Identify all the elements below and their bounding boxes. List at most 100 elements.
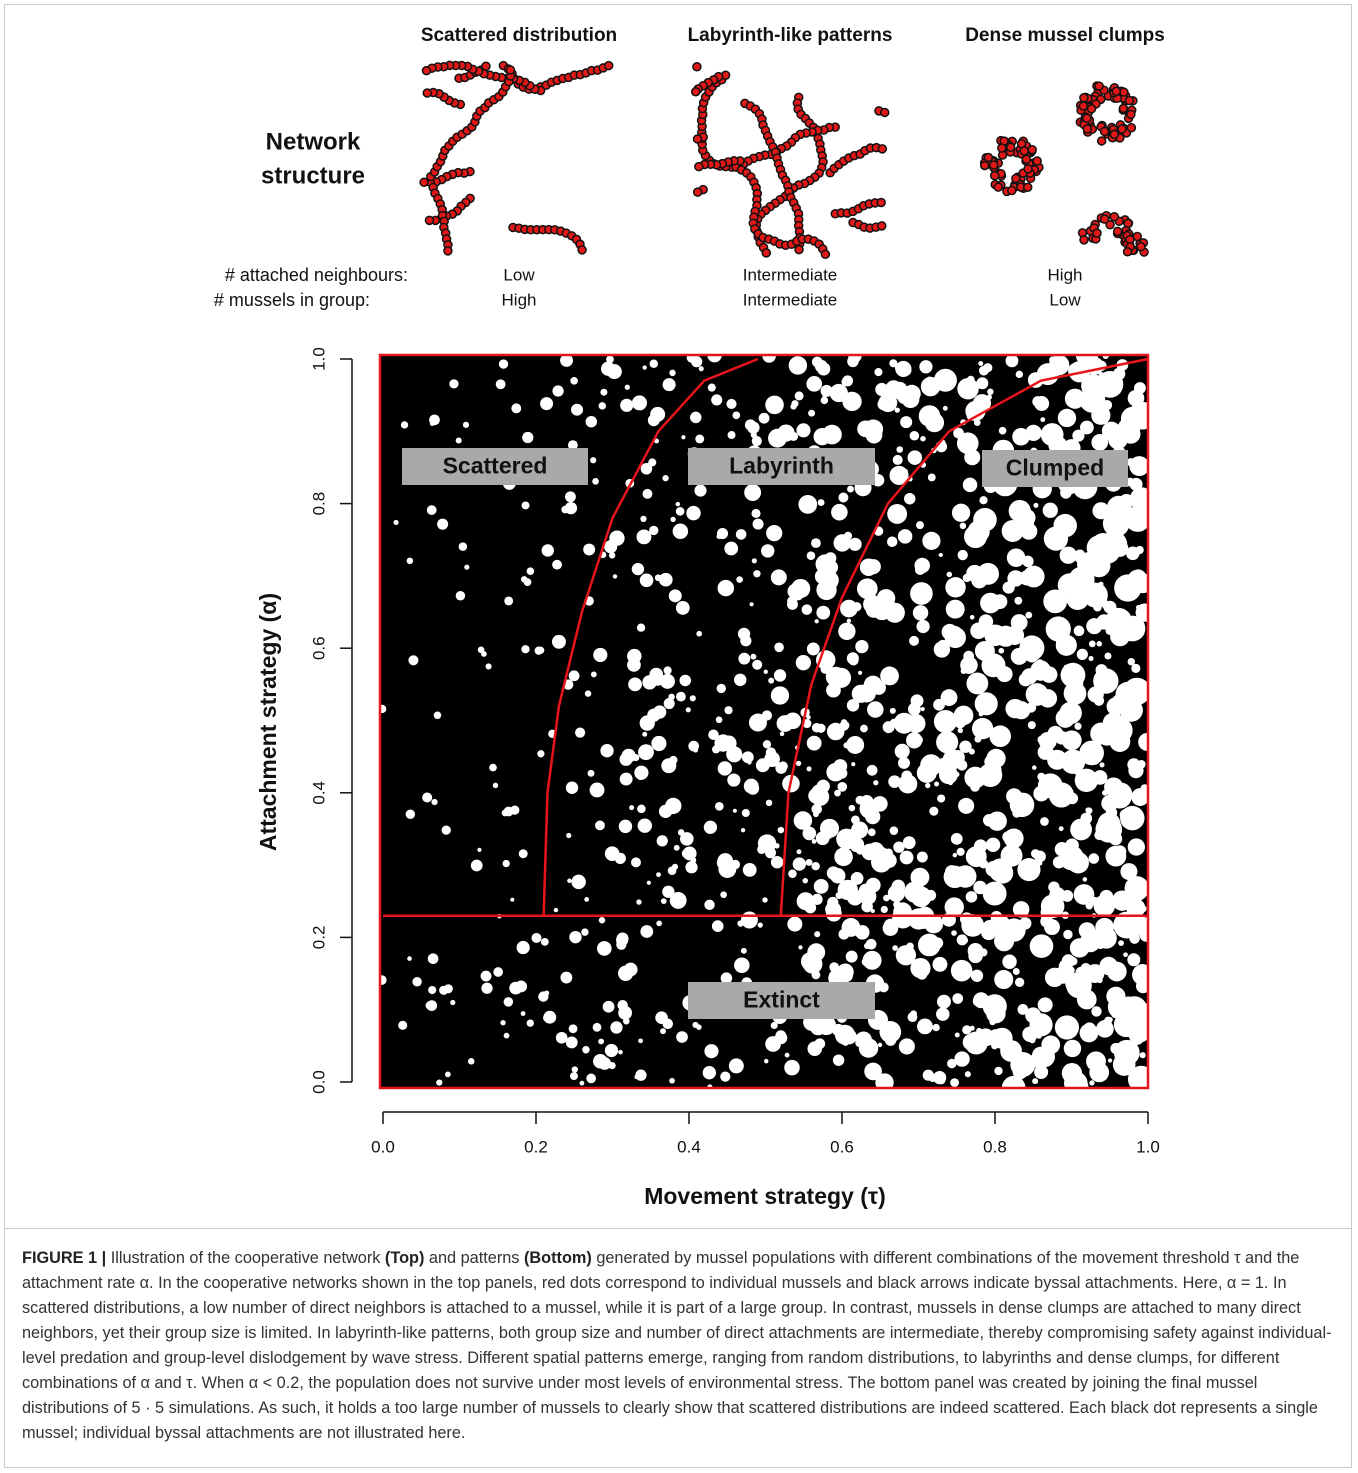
gap: [1076, 989, 1097, 1010]
gap: [962, 477, 978, 493]
gap: [1113, 911, 1141, 939]
mussel: [1119, 87, 1129, 97]
gap: [817, 362, 831, 376]
x-tick-label: 0.2: [524, 1137, 548, 1156]
gap: [892, 454, 903, 465]
gap: [1027, 372, 1044, 388]
gap: [947, 1058, 957, 1069]
gap: [640, 463, 653, 475]
gap: [786, 598, 798, 610]
gap: [920, 754, 942, 777]
panel-value: Low: [503, 265, 535, 284]
gap: [816, 1015, 837, 1036]
y-axis-label: Attachment strategy (α): [255, 593, 281, 851]
x-tick-label: 1.0: [1136, 1137, 1160, 1156]
gap: [904, 493, 916, 505]
figure-frame: [4, 4, 1352, 1468]
gap: [772, 530, 782, 539]
gap: [1002, 581, 1015, 594]
gap: [521, 645, 530, 654]
gap: [686, 355, 697, 363]
gap: [748, 713, 767, 732]
gap: [1042, 502, 1058, 518]
gap: [788, 869, 797, 878]
gap: [567, 440, 578, 451]
gap: [920, 376, 941, 397]
gap: [685, 861, 698, 874]
gap: [481, 651, 487, 657]
gap: [806, 551, 816, 560]
gap: [855, 1031, 872, 1049]
y-tick-label: 0.2: [309, 926, 328, 950]
gap: [998, 647, 1005, 654]
gap: [590, 671, 597, 678]
gap: [637, 804, 646, 814]
gap: [751, 435, 762, 447]
gap: [1123, 952, 1128, 958]
gap: [861, 843, 879, 861]
gap: [770, 1021, 778, 1030]
gap: [610, 1021, 623, 1034]
gap: [426, 1000, 438, 1011]
gap: [1127, 838, 1145, 856]
gap: [1107, 1058, 1113, 1063]
mussel: [1007, 185, 1017, 196]
caption-text: generated by mussel populations with dif…: [22, 1249, 1332, 1442]
mussel: [1022, 182, 1033, 193]
gap: [806, 735, 822, 751]
gap: [779, 731, 785, 737]
gap: [1043, 526, 1069, 551]
gap: [774, 1031, 788, 1045]
gap: [1052, 856, 1066, 869]
gap: [590, 457, 597, 464]
gap: [770, 686, 790, 705]
gap: [662, 378, 676, 392]
gap: [616, 932, 629, 945]
gap: [1086, 618, 1103, 635]
gap: [1034, 668, 1047, 681]
gap: [1105, 626, 1115, 635]
gap: [884, 602, 905, 623]
gap: [959, 740, 972, 753]
gap: [798, 945, 803, 950]
gap: [792, 857, 806, 871]
mussel: [1019, 146, 1029, 156]
gap: [1128, 763, 1144, 779]
gap: [1107, 784, 1132, 809]
gap: [1073, 625, 1085, 637]
gap: [882, 721, 895, 734]
gap: [920, 921, 928, 929]
gap: [953, 427, 964, 439]
gap: [984, 1038, 992, 1046]
gap: [1088, 656, 1094, 662]
gap: [910, 582, 933, 605]
gap: [840, 678, 845, 683]
gap: [978, 614, 994, 629]
gap: [961, 914, 985, 937]
gap: [1070, 818, 1092, 841]
gap: [815, 554, 835, 574]
gap: [850, 872, 864, 885]
mussel: [1092, 228, 1102, 238]
gap: [962, 1025, 972, 1035]
gap: [672, 523, 689, 540]
gap: [777, 424, 795, 442]
gap: [846, 652, 859, 665]
gap: [922, 1069, 934, 1081]
gap: [880, 666, 899, 686]
gap: [1063, 664, 1069, 670]
gap: [770, 569, 787, 586]
gap: [489, 763, 497, 772]
gap: [950, 832, 963, 845]
gap: [704, 899, 715, 911]
gap: [817, 499, 825, 506]
gap: [838, 492, 849, 503]
gap: [736, 576, 743, 583]
gap: [624, 384, 630, 390]
gap: [561, 505, 569, 514]
gap: [498, 359, 509, 369]
gap: [503, 806, 514, 817]
gap: [598, 402, 607, 410]
gap: [976, 377, 989, 390]
mussel: [979, 160, 990, 171]
